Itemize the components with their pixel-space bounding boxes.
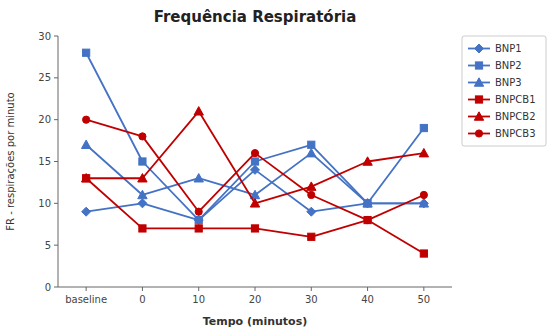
x-tick-label: baseline bbox=[65, 294, 107, 305]
title: Frequência Respiratória bbox=[154, 8, 357, 26]
x-tick bbox=[142, 287, 143, 291]
x-tick bbox=[367, 287, 368, 291]
y-tick bbox=[54, 36, 58, 37]
point bbox=[251, 158, 258, 165]
series bbox=[81, 140, 428, 207]
point bbox=[308, 191, 315, 198]
x-tick-label: 30 bbox=[305, 294, 318, 305]
chart: Frequência Respiratória Tempo (minutos) FR… bbox=[0, 0, 552, 335]
point bbox=[420, 191, 427, 198]
y-axis-label: FR - respirações por minuto bbox=[5, 92, 16, 230]
y-tick bbox=[54, 203, 58, 204]
point bbox=[308, 141, 315, 148]
legend-frame bbox=[462, 36, 546, 146]
point bbox=[364, 216, 371, 223]
point bbox=[251, 225, 258, 232]
y-tick bbox=[54, 119, 58, 120]
point bbox=[250, 199, 259, 207]
point bbox=[308, 233, 315, 240]
legend-marker bbox=[475, 130, 482, 137]
y-tick-label: 10 bbox=[38, 198, 51, 209]
legend-label: BNP2 bbox=[495, 60, 522, 71]
x-tick bbox=[423, 287, 424, 291]
y-tick-label: 0 bbox=[45, 282, 51, 293]
legend-label: BNPCB2 bbox=[495, 111, 536, 122]
y-tick-label: 25 bbox=[38, 72, 51, 83]
legend-label: BNPCB3 bbox=[495, 128, 536, 139]
point bbox=[307, 148, 316, 156]
x-tick-label: 50 bbox=[417, 294, 430, 305]
point bbox=[138, 174, 147, 182]
line bbox=[86, 111, 424, 203]
point bbox=[81, 174, 90, 182]
point bbox=[363, 199, 372, 207]
legend: BNP1 BNP2 BNP3 BNPCB1 BNPCB2 BNPCB3 bbox=[462, 36, 546, 146]
point bbox=[251, 150, 258, 157]
x-tick-label: 40 bbox=[361, 294, 374, 305]
line bbox=[86, 145, 424, 204]
y-axis: 0 5 10 15 20 25 30 bbox=[38, 31, 58, 293]
point bbox=[83, 116, 90, 123]
legend-label: BNP1 bbox=[495, 43, 522, 54]
point bbox=[194, 216, 203, 225]
point bbox=[138, 199, 147, 208]
y-tick-label: 20 bbox=[38, 114, 51, 125]
point bbox=[138, 190, 147, 198]
line bbox=[86, 120, 424, 220]
point bbox=[83, 49, 90, 56]
x-tick-label: 0 bbox=[139, 294, 145, 305]
y-tick-label: 5 bbox=[45, 240, 51, 251]
x-tick bbox=[198, 287, 199, 291]
point bbox=[363, 157, 372, 165]
line bbox=[86, 178, 424, 253]
point bbox=[420, 250, 427, 257]
point bbox=[139, 133, 146, 140]
legend-marker bbox=[474, 112, 483, 120]
legend-marker bbox=[474, 78, 483, 86]
point bbox=[419, 199, 428, 208]
point bbox=[139, 225, 146, 232]
y-tick bbox=[54, 245, 58, 246]
point bbox=[419, 148, 428, 156]
point bbox=[420, 124, 427, 131]
y-tick-label: 15 bbox=[38, 156, 51, 167]
line bbox=[86, 53, 424, 220]
legend-label: BNPCB1 bbox=[495, 94, 536, 105]
point bbox=[251, 165, 260, 174]
point bbox=[194, 107, 203, 115]
point bbox=[364, 216, 371, 223]
y-tick bbox=[54, 77, 58, 78]
series bbox=[83, 49, 428, 224]
x-tick-label: 20 bbox=[249, 294, 262, 305]
plot-area bbox=[81, 49, 428, 257]
point bbox=[307, 207, 316, 216]
legend-marker bbox=[475, 62, 482, 69]
point bbox=[419, 199, 428, 207]
x-axis: baseline 0 10 20 30 40 50 bbox=[58, 287, 452, 305]
x-axis-label: Tempo (minutos) bbox=[203, 315, 308, 328]
y-tick-label: 30 bbox=[38, 31, 51, 42]
point bbox=[82, 207, 91, 216]
legend-marker bbox=[475, 44, 484, 53]
point bbox=[195, 225, 202, 232]
y-tick bbox=[54, 161, 58, 162]
x-tick-label: 10 bbox=[192, 294, 205, 305]
legend-marker bbox=[475, 96, 482, 103]
y-axis-line bbox=[58, 36, 59, 287]
series bbox=[83, 116, 428, 224]
point bbox=[307, 182, 316, 190]
point bbox=[195, 216, 202, 223]
y-tick bbox=[54, 287, 58, 288]
point bbox=[139, 158, 146, 165]
point bbox=[194, 174, 203, 182]
series bbox=[81, 107, 428, 207]
legend-label: BNP3 bbox=[495, 77, 522, 88]
x-tick bbox=[311, 287, 312, 291]
x-tick bbox=[255, 287, 256, 291]
point bbox=[195, 208, 202, 215]
point bbox=[81, 140, 90, 148]
x-tick bbox=[86, 287, 87, 291]
